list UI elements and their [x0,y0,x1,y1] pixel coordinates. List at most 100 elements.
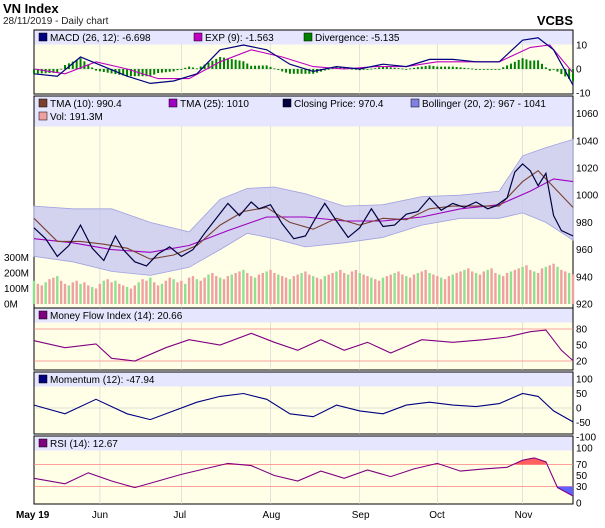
divergence-bar [304,69,307,74]
divergence-bar [153,69,156,75]
divergence-bar [211,60,214,69]
volume-bar [304,271,307,304]
divergence-bar [56,69,59,73]
divergence-bar [378,67,381,69]
volume-bar [436,276,439,304]
volume-bar [509,271,513,304]
momentum-ytick-1: 50 [576,389,588,400]
volume-bar [187,277,191,304]
divergence-bar [234,59,237,69]
bollinger-band [33,138,574,276]
divergence-bar [176,69,179,71]
mfi-ytick-2: 20 [576,357,588,368]
divergence-bar [199,66,202,69]
volume-bar [405,276,408,304]
divergence-bar [110,69,113,74]
divergence-bar [490,69,493,70]
divergence-bar [475,69,478,70]
volume-bar [536,273,540,304]
volume-bar [52,277,55,304]
divergence-bar [145,69,148,77]
divergence-bar [436,66,439,69]
volume-bar [533,271,536,304]
divergence-bar [87,64,90,69]
volume-bar [474,273,478,304]
divergence-bar [83,61,86,69]
divergence-bar [385,67,388,69]
rsi-ytick-2: 50 [576,471,588,482]
volume-bar [517,268,520,304]
volume-bar [296,274,299,304]
divergence-bar [188,66,191,69]
price-legend-swatch-2 [282,98,292,108]
divergence-bar [118,69,121,75]
divergence-bar [52,69,55,73]
volume-bar [502,276,505,304]
volume-bar [451,274,454,304]
volume-bar [129,288,133,304]
rsi-ytick-3: 30 [576,482,588,493]
divergence-bar [544,67,547,69]
volume-bar [408,277,412,304]
volume-bar [269,269,272,304]
divergence-bar [513,61,516,69]
volume-bar [443,279,447,304]
momentum-legend-swatch-0 [38,374,48,384]
divergence-bar [420,66,423,69]
price-legend-label-2: Closing Price: 970.4 [294,99,384,110]
volume-bar [467,268,470,304]
volume-bar [385,276,389,304]
macd-legend-swatch-2 [303,32,313,42]
price-ytick-1: 1040 [576,136,599,147]
volume-bar [253,277,257,304]
divergence-bar [323,69,326,71]
divergence-bar [362,69,365,70]
volume-bar [230,274,233,304]
divergence-bar [397,68,400,69]
divergence-bar [75,59,78,69]
volume-bar [67,285,71,304]
rsi-legend-label-0: RSI (14): 12.67 [50,439,118,450]
volume-bar [164,280,168,304]
volume-bar [428,273,431,304]
divergence-bar [79,58,82,69]
price-ytick-2: 1020 [576,164,599,175]
divergence-bar [444,66,447,69]
divergence-bar [257,65,260,69]
macd-legend-swatch-1 [193,32,203,42]
mfi-legend-bg [34,308,573,323]
mfi-legend-label-0: Money Flow Index (14): 20.66 [50,311,183,322]
volume-bar [370,277,373,304]
volume-bar [397,271,400,304]
volume-bar [564,271,567,304]
tma25-line [33,178,574,253]
volume-bar [184,283,187,304]
tma10-line [33,169,574,260]
volume-tick-3: 0M [4,300,18,311]
volume-bar [459,271,462,304]
volume-bar [548,265,551,304]
volume-bar [494,273,497,304]
macd-ytick-1: 0 [576,65,582,76]
divergence-bar [122,69,125,76]
divergence-bar [455,67,458,69]
volume-bar [490,268,493,304]
volume-bar [141,279,144,304]
divergence-bar [521,58,524,69]
divergence-bar [300,69,303,74]
divergence-bar [149,69,152,77]
volume-bar [176,282,179,304]
divergence-bar [164,69,167,73]
divergence-bar [502,67,505,69]
divergence-bar [230,59,233,69]
momentum-legend-bg [34,372,573,387]
divergence-bar [40,69,43,74]
volume-bar [79,283,82,304]
volume-bar [424,269,427,304]
volume-bar [366,276,369,304]
divergence-bar [432,66,435,69]
volume-bar [98,283,102,304]
divergence-bar [226,58,229,69]
rsi-line [33,457,574,497]
price-legend-swatch-1 [168,98,178,108]
